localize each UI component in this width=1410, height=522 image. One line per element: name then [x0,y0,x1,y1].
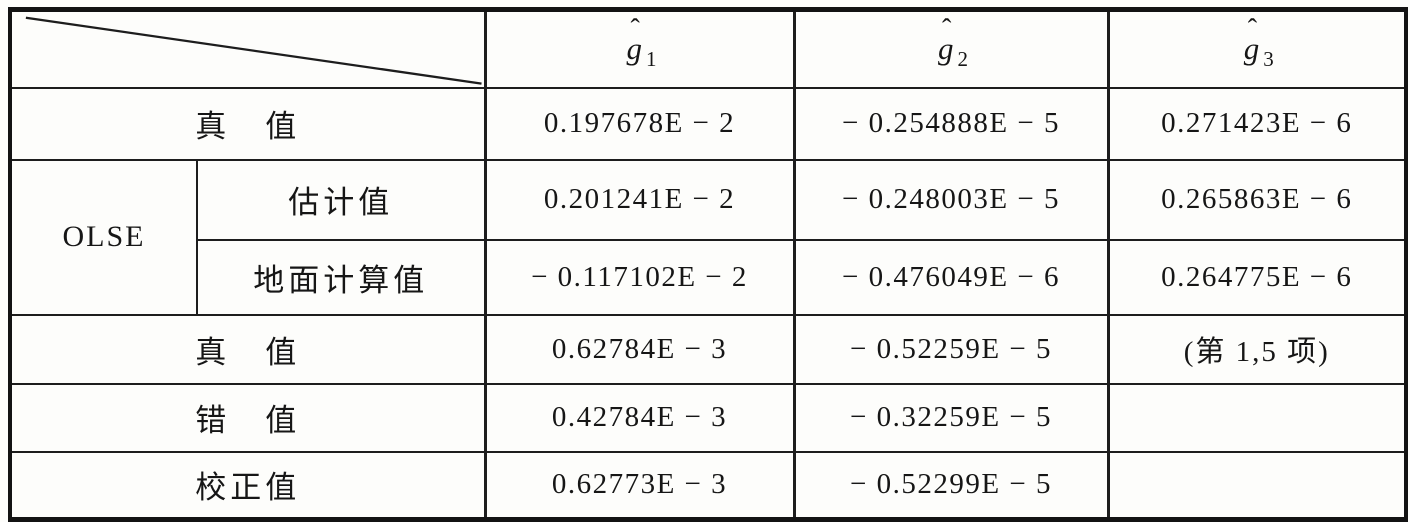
value-cell-r1-g1: 0.197678E − 2 [483,86,795,161]
value-cell-r3-g1: − 0.117102E − 2 [483,238,795,316]
row-label-corrected-value: 校正值 [9,450,486,521]
value-cell-r3-g3: 0.264775E − 6 [1106,238,1407,316]
value-cell-r1-g2: − 0.254888E − 5 [792,86,1109,161]
value-cell-r1-g3: 0.271423E − 6 [1106,86,1407,161]
row-label-true-value-2: 真 值 [9,313,486,385]
value-cell-r2-g1: 0.201241E − 2 [483,158,795,241]
value-cell-r6-g2: − 0.52299E − 5 [792,450,1109,521]
value-cell-r4-g1: 0.62784E − 3 [483,313,795,385]
value-cell-r5-g1: 0.42784E − 3 [483,382,795,453]
diagonal-divider [25,16,482,85]
value-cell-r2-g2: − 0.248003E − 5 [792,158,1109,241]
value-cell-r5-g2: − 0.32259E − 5 [792,382,1109,453]
row-label-estimated-value: 估计值 [196,158,486,241]
row-label-true-value: 真 值 [9,86,486,161]
row-label-ground-computed-value: 地面计算值 [196,238,486,316]
value-cell-r6-g1: 0.62773E − 3 [483,450,795,521]
value-cell-r5-g3-empty [1106,382,1407,453]
row-label-wrong-value: 错 值 [9,382,486,453]
value-cell-r2-g3: 0.265863E − 6 [1106,158,1407,241]
corner-header-cell [9,8,486,89]
value-cell-r6-g3-empty [1106,450,1407,521]
value-cell-r3-g2: − 0.476049E − 6 [792,238,1109,316]
value-cell-r4-g2: − 0.52259E − 5 [792,313,1109,385]
value-cell-r4-g3-note: (第 1,5 项) [1106,313,1407,385]
row-group-olse: OLSE [9,158,198,316]
